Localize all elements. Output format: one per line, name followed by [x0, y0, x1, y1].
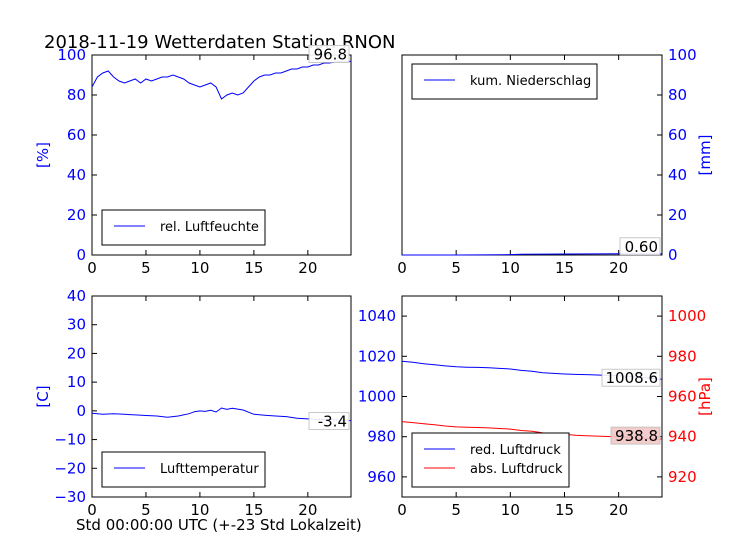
- panel-top-left-x-tick-label: 20: [298, 259, 317, 277]
- x-axis-label: Std 00:00:00 UTC (+-23 Std Lokalzeit): [76, 516, 362, 534]
- panel-bottom-right-value-box: [610, 426, 661, 445]
- panel-bottom-right-value-label: 1008.6: [606, 369, 659, 387]
- panel-top-right-x-tick-label: 0: [397, 259, 407, 277]
- panel-bottom-left-value-label: -3.4: [318, 413, 347, 431]
- panel-bottom-left-x-tick-label: 0: [87, 501, 97, 519]
- panel-bottom-left-x-tick-label: 15: [244, 501, 263, 519]
- panel-top-right-value-box: [619, 237, 661, 256]
- panel-top-left-y-tick-label: 40: [67, 166, 86, 184]
- panel-bottom-right-legend-label: red. Luftdruck: [470, 443, 561, 458]
- panel-bottom-right-y-axis-label: [hPa]: [696, 377, 714, 416]
- panel-top-left-y-tick-label: 80: [67, 86, 86, 104]
- panel-top-right-series-line: [402, 253, 662, 256]
- panel-bottom-left-y-tick-label: −30: [54, 488, 86, 506]
- panel-bottom-right-y-tick-label: 1020: [358, 347, 396, 365]
- panel-top-right-legend-label: kum. Niederschlag: [470, 74, 591, 89]
- panel-top-right-x-tick-label: 5: [451, 259, 461, 277]
- panel-top-right-y-axis-label: [mm]: [696, 135, 714, 176]
- panel-top-left-y-tick-label: 0: [76, 246, 86, 264]
- chart-title: 2018-11-19 Wetterdaten Station RNON: [44, 32, 396, 53]
- panel-bottom-left-y-tick-label: −10: [54, 431, 86, 449]
- panel-bottom-left-series-line: [91, 407, 352, 422]
- panel-bottom-left-frame: [91, 295, 352, 498]
- panel-top-left-value-label: 96.8: [314, 45, 347, 63]
- panel-bottom-right-x-tick-label: 20: [609, 501, 628, 519]
- panel-top-left-x-tick-label: 10: [190, 259, 209, 277]
- panel-top-left-legend-label: rel. Luftfeuchte: [160, 220, 259, 235]
- panel-top-left-y-tick-label: 20: [67, 206, 86, 224]
- panel-top-right-y-tick-label: 0: [668, 246, 678, 264]
- panel-bottom-right-x-tick-label: 15: [555, 501, 574, 519]
- panel-bottom-left-value-box: [308, 412, 350, 431]
- panel-top-left-x-tick-label: 0: [87, 259, 97, 277]
- panel-top-right-y-tick-label: 20: [668, 206, 687, 224]
- panel-bottom-left-x-tick-label: 20: [298, 501, 317, 519]
- panel-bottom-right-y-tick-label: 1000: [668, 307, 706, 325]
- panel-bottom-right-x-tick-label: 5: [451, 501, 461, 519]
- panel-top-left-x-tick-label: 15: [244, 259, 263, 277]
- panel-bottom-left-y-tick-label: 20: [67, 344, 86, 362]
- panel-top-right-y-tick-label: 100: [668, 46, 697, 64]
- panel-bottom-right-y-tick-label: 920: [668, 468, 697, 486]
- panel-top-left-legend: [101, 209, 266, 246]
- panel-top-right-x-tick-label: 20: [609, 259, 628, 277]
- panel-top-right-y-tick-label: 60: [668, 126, 687, 144]
- panel-bottom-right-x-tick-label: 10: [501, 501, 520, 519]
- panel-top-right-legend: [411, 63, 598, 100]
- panel-bottom-right-y-tick-label: 980: [367, 428, 396, 446]
- panel-bottom-right-legend-label: abs. Luftdruck: [470, 462, 563, 477]
- panel-top-left-y-tick-label: 60: [67, 126, 86, 144]
- panel-bottom-left-x-tick-label: 10: [190, 501, 209, 519]
- panel-top-left-frame: [91, 54, 352, 256]
- panel-bottom-right-x-tick-label: 0: [397, 501, 407, 519]
- panel-top-right-x-tick-label: 10: [501, 259, 520, 277]
- panel-top-right-x-tick-label: 15: [555, 259, 574, 277]
- panel-top-left-y-tick-label: 100: [57, 46, 86, 64]
- panel-bottom-right-legend: [411, 432, 570, 488]
- panel-bottom-left-y-tick-label: 40: [67, 287, 86, 305]
- panel-bottom-right-y-tick-label: 1000: [358, 388, 396, 406]
- panel-bottom-left-y-axis-label: [C]: [34, 385, 52, 407]
- panel-bottom-left-y-tick-label: −20: [54, 459, 86, 477]
- panel-bottom-left-y-tick-label: 0: [76, 402, 86, 420]
- panel-bottom-right-value-box: [601, 368, 661, 387]
- panel-bottom-left-y-tick-label: 10: [67, 373, 86, 391]
- panel-top-left-y-axis-label: [%]: [34, 142, 52, 168]
- panel-bottom-right-value-label: 938.8: [615, 427, 658, 445]
- panel-bottom-left-y-tick-label: 30: [67, 316, 86, 334]
- panel-bottom-right-y-tick-label: 960: [367, 468, 396, 486]
- panel-top-right-value-label: 0.60: [625, 238, 658, 256]
- panel-bottom-right-y-tick-label: 960: [668, 388, 697, 406]
- panel-bottom-right-y-tick-label: 1040: [358, 307, 396, 325]
- panel-bottom-left-x-tick-label: 5: [141, 501, 151, 519]
- panel-top-left-value-box: [308, 45, 350, 63]
- panel-top-left-x-tick-label: 5: [141, 259, 151, 277]
- panel-top-right-y-tick-label: 40: [668, 166, 687, 184]
- panel-top-right-y-tick-label: 80: [668, 86, 687, 104]
- panel-bottom-right-y-tick-label: 940: [668, 428, 697, 446]
- panel-bottom-left-legend: [101, 451, 266, 488]
- panel-top-right-frame: [401, 54, 663, 256]
- panel-bottom-left-legend-label: Lufttemperatur: [160, 462, 259, 477]
- panel-top-left-series-line: [91, 60, 351, 100]
- panel-bottom-right-y-tick-label: 980: [668, 347, 697, 365]
